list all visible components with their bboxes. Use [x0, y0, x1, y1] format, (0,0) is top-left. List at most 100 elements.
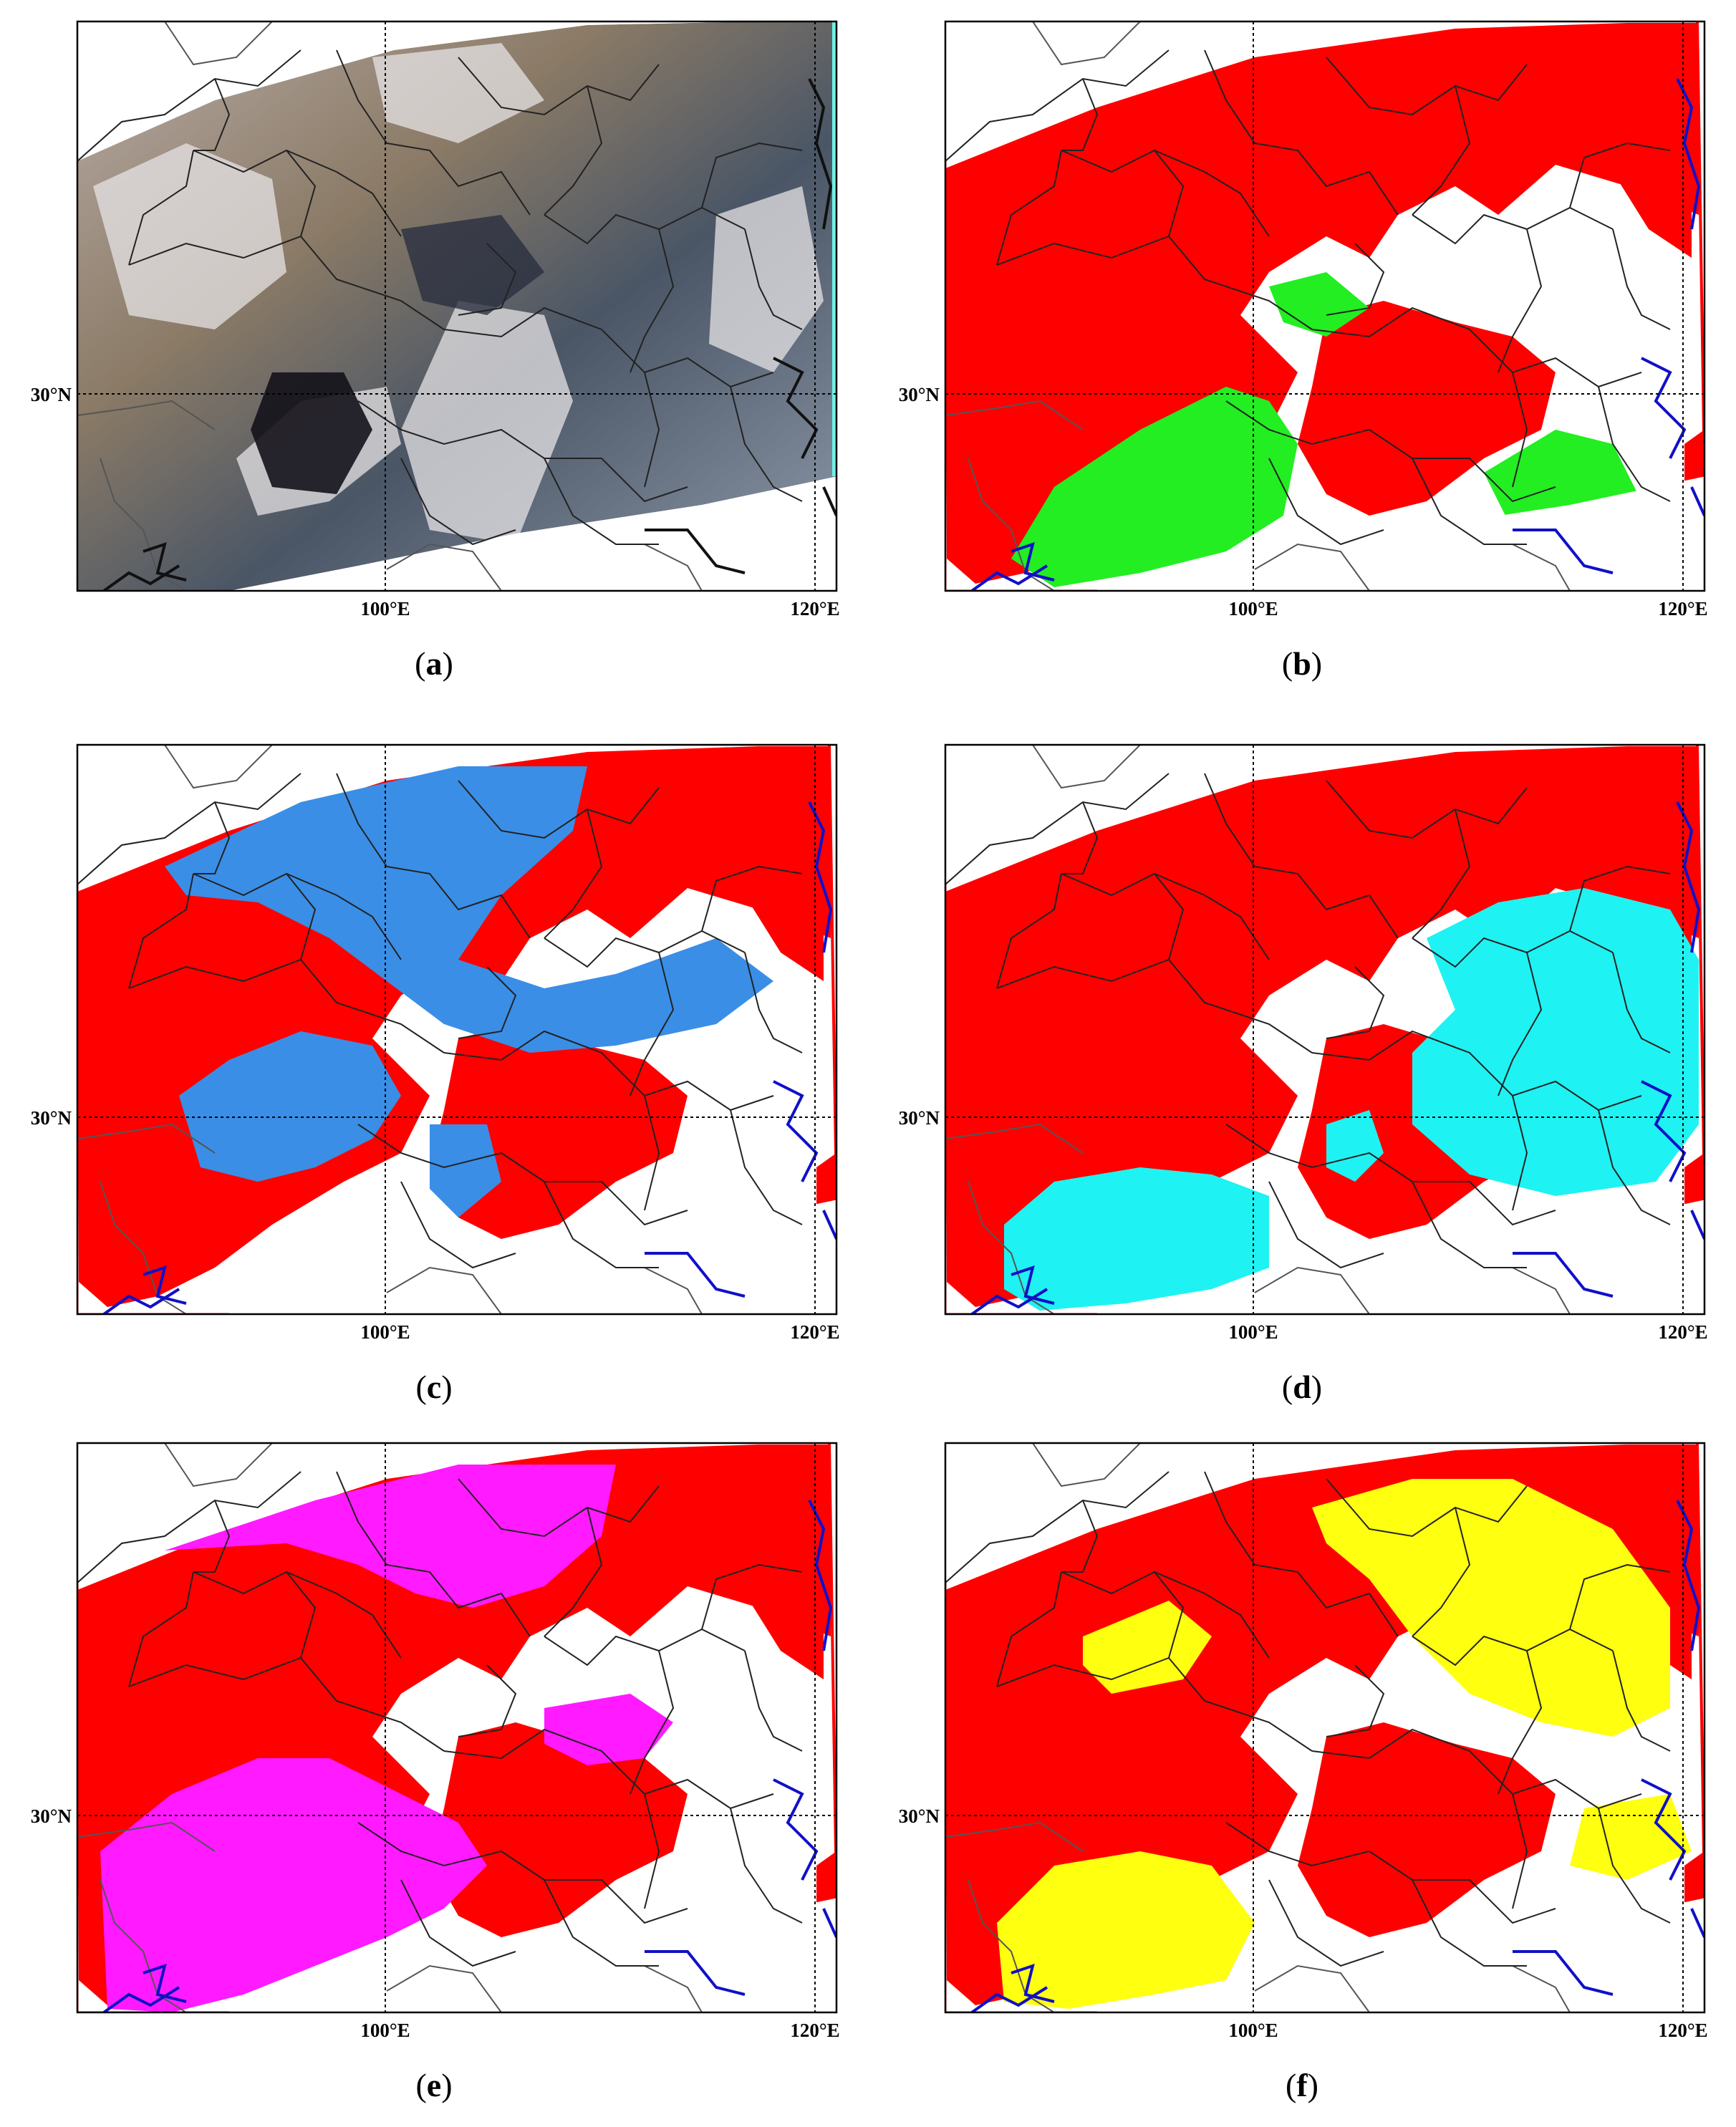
- country-border: [1032, 21, 1141, 66]
- province-border: [1412, 1879, 1527, 1967]
- province-border: [357, 1822, 688, 1924]
- province-border: [336, 1471, 531, 1637]
- province-border: [77, 773, 302, 885]
- province-border: [544, 85, 603, 216]
- classification-region: [165, 766, 773, 1053]
- province-border: [336, 773, 531, 939]
- classification-region: [1011, 387, 1298, 587]
- province-border: [1061, 872, 1270, 960]
- province-border: [701, 1563, 803, 1630]
- country-border: [644, 1267, 703, 1314]
- classification-region: [430, 1124, 501, 1217]
- country-border: [644, 1965, 703, 2012]
- country-border: [968, 1181, 1055, 1314]
- province-border: [701, 142, 803, 208]
- province-border: [630, 228, 675, 373]
- province-border: [730, 1109, 803, 1225]
- latitude-label: 30°N: [31, 1805, 72, 1827]
- panel-caption: (b): [1281, 645, 1323, 682]
- province-border: [1412, 1628, 1614, 1667]
- longitude-label: 120°E: [790, 2020, 839, 2041]
- province-border: [1412, 1181, 1527, 1268]
- cloud-mask-region: [1298, 1722, 1556, 1937]
- map-panel-a: 30°N 100°E 120°E (a): [0, 0, 868, 705]
- longitude-label: 100°E: [1228, 598, 1278, 619]
- coastline: [1513, 529, 1614, 574]
- map-frame: [76, 1442, 838, 2014]
- coastline: [1641, 1080, 1687, 1182]
- swath-right-edge: [1696, 745, 1704, 1200]
- province-border: [1154, 150, 1185, 237]
- country-border: [164, 745, 273, 789]
- province-border: [1268, 1181, 1384, 1269]
- province-border: [443, 1728, 774, 1810]
- coastline: [808, 801, 833, 953]
- coastline: [1513, 1950, 1614, 1996]
- coastline: [1690, 1210, 1704, 1240]
- province-border: [1268, 1879, 1384, 1967]
- country-border: [1254, 1964, 1370, 2012]
- country-border: [1512, 1267, 1571, 1314]
- panel-letter: d: [1293, 1369, 1311, 1405]
- country-border: [1512, 1965, 1571, 2012]
- coastline: [102, 1288, 180, 1314]
- country-border: [77, 400, 216, 430]
- province-border: [458, 966, 517, 1039]
- panel-caption: (f): [1286, 2067, 1318, 2103]
- longitude-label: 100°E: [360, 1321, 410, 1343]
- panel-caption: (d): [1281, 1369, 1323, 1405]
- province-border: [1326, 780, 1528, 839]
- province-border: [1498, 952, 1543, 1096]
- country-border: [968, 1879, 1055, 2012]
- country-border: [386, 543, 502, 591]
- classification-region: [997, 1851, 1255, 2009]
- map-b: 30°N 100°E 120°E: [899, 20, 1708, 619]
- province-border: [357, 400, 688, 503]
- classification-region: [1326, 1110, 1384, 1182]
- cloud-mask-region: [1298, 301, 1556, 516]
- province-border: [1498, 228, 1543, 373]
- longitude-label: 120°E: [790, 598, 839, 619]
- province-border: [1569, 865, 1671, 932]
- map-frame: [944, 1442, 1706, 2014]
- coastline: [143, 541, 187, 582]
- coastline: [773, 357, 819, 459]
- classification-region: [544, 1694, 673, 1765]
- province-border: [443, 307, 774, 388]
- province-border: [193, 1571, 402, 1659]
- latitude-label: 30°N: [31, 384, 72, 405]
- country-border: [100, 1879, 187, 2012]
- coastline: [808, 78, 833, 230]
- province-border: [1598, 1808, 1671, 1924]
- panel-letter: f: [1296, 2067, 1308, 2103]
- province-border: [1326, 1478, 1528, 1538]
- province-border: [1412, 206, 1614, 245]
- province-border: [1204, 773, 1399, 939]
- coastline: [773, 1080, 819, 1182]
- classification-region: [1312, 1479, 1670, 1737]
- coastline: [1011, 1265, 1055, 1305]
- province-border: [1225, 400, 1556, 503]
- map-panel-f: 30°N 100°E 120°E (f): [868, 1422, 1736, 2127]
- cloud-region: [93, 143, 286, 329]
- coastline: [1011, 1963, 1055, 2003]
- panel-caption: (c): [415, 1369, 453, 1405]
- province-border: [1061, 1571, 1270, 1659]
- province-border: [630, 952, 675, 1096]
- coastline: [1676, 1500, 1701, 1651]
- coastline: [1011, 541, 1055, 582]
- province-border: [1412, 458, 1527, 545]
- province-border: [1154, 1571, 1185, 1659]
- coastline: [645, 529, 746, 574]
- province-border: [1412, 1507, 1471, 1637]
- coastline: [808, 1500, 833, 1651]
- province-border: [286, 150, 317, 237]
- province-border: [400, 1879, 516, 1967]
- province-border: [996, 1571, 1062, 1687]
- map-e: 30°N 100°E 120°E: [31, 1442, 840, 2041]
- longitude-label: 120°E: [1658, 598, 1707, 619]
- longitude-label: 100°E: [1228, 2020, 1278, 2041]
- province-border: [1598, 386, 1671, 502]
- latitude-label: 30°N: [899, 1805, 940, 1827]
- province-border: [193, 78, 231, 151]
